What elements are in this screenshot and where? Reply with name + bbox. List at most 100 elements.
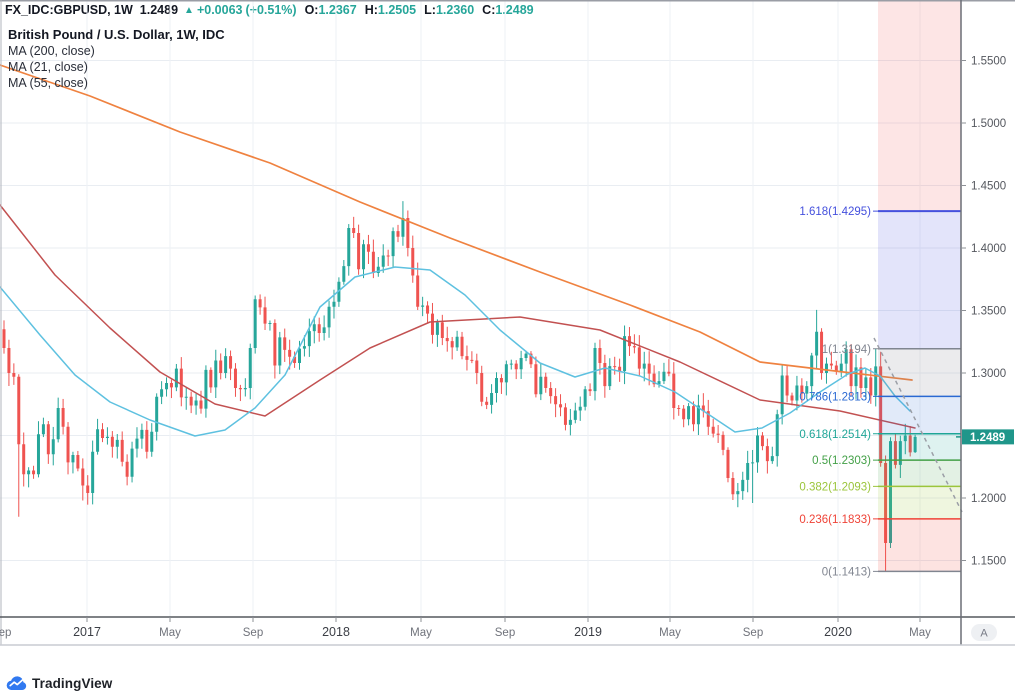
candle-body[interactable] (839, 363, 843, 372)
candle-body[interactable] (756, 435, 760, 463)
candle-body[interactable] (189, 396, 193, 406)
candle-body[interactable] (898, 441, 902, 465)
candle-body[interactable] (101, 429, 104, 438)
candle-body[interactable] (751, 462, 755, 464)
candle-body[interactable] (125, 461, 129, 477)
candle-body[interactable] (174, 368, 178, 388)
candle-body[interactable] (27, 470, 31, 475)
candle-body[interactable] (169, 383, 173, 388)
candle-body[interactable] (288, 349, 292, 357)
trendline-dashed[interactable] (873, 337, 963, 513)
candle-body[interactable] (440, 322, 444, 338)
candle-body[interactable] (559, 404, 563, 408)
candle-body[interactable] (130, 448, 134, 477)
candle-body[interactable] (849, 349, 853, 387)
candle-body[interactable] (657, 381, 661, 385)
candle-body[interactable] (184, 396, 188, 398)
candle-body[interactable] (583, 389, 587, 407)
candle-body[interactable] (805, 386, 809, 394)
candle-body[interactable] (775, 414, 779, 457)
candle-body[interactable] (692, 406, 695, 425)
candle-body[interactable] (588, 389, 592, 392)
candle-body[interactable] (401, 218, 405, 237)
candle-body[interactable] (815, 331, 819, 356)
candle-body[interactable] (746, 463, 750, 480)
candle-body[interactable] (573, 410, 577, 420)
ma-line-2[interactable] (0, 266, 911, 437)
candle-body[interactable] (529, 353, 533, 365)
candle-body[interactable] (2, 329, 6, 348)
candle-body[interactable] (726, 449, 730, 478)
candle-body[interactable] (381, 255, 385, 267)
candle-body[interactable] (327, 306, 331, 328)
candle-body[interactable] (357, 233, 361, 270)
candle-body[interactable] (864, 377, 868, 388)
candle-body[interactable] (7, 348, 11, 373)
candle-body[interactable] (844, 349, 848, 364)
candle-body[interactable] (687, 406, 691, 420)
candle-body[interactable] (307, 331, 311, 347)
candle-body[interactable] (480, 373, 484, 402)
candle-body[interactable] (362, 244, 366, 270)
candle-body[interactable] (32, 470, 36, 475)
candle-body[interactable] (893, 441, 897, 465)
candle-body[interactable] (519, 358, 523, 370)
candle-body[interactable] (800, 385, 804, 394)
candle-body[interactable] (105, 436, 109, 438)
candle-body[interactable] (509, 363, 513, 365)
candle-body[interactable] (632, 346, 636, 348)
candle-body[interactable] (322, 327, 326, 333)
candle-body[interactable] (36, 434, 40, 475)
candle-body[interactable] (140, 429, 144, 439)
candle-body[interactable] (790, 395, 794, 401)
candle-body[interactable] (470, 359, 474, 361)
candle-body[interactable] (460, 336, 464, 357)
candle-body[interactable] (534, 364, 538, 395)
candle-body[interactable] (795, 385, 799, 401)
candle-body[interactable] (76, 455, 80, 469)
candle-body[interactable] (298, 348, 301, 363)
candle-body[interactable] (150, 431, 154, 452)
candle-body[interactable] (396, 231, 400, 237)
candle-body[interactable] (889, 441, 892, 543)
candle-body[interactable] (219, 360, 223, 374)
candle-body[interactable] (544, 376, 548, 388)
candle-body[interactable] (613, 366, 617, 368)
candle-body[interactable] (618, 366, 622, 372)
candle-body[interactable] (86, 485, 90, 494)
candle-body[interactable] (785, 375, 789, 396)
candle-body[interactable] (780, 375, 784, 415)
candle-body[interactable] (554, 396, 558, 405)
candle-body[interactable] (711, 426, 715, 434)
candle-body[interactable] (278, 337, 282, 366)
candle-body[interactable] (317, 324, 321, 333)
time-axis[interactable]: ep 2017 May Sep 2018 May Sep 2019 May Sep 2020 May (0, 617, 931, 639)
candle-body[interactable] (243, 388, 247, 390)
price-axis[interactable]: 1.5500 1.5000 1.4500 1.4000 1.3500 1.3000 1.20… (961, 56, 1006, 568)
candle-body[interactable] (549, 388, 553, 397)
candle-body[interactable] (490, 393, 494, 405)
candle-body[interactable] (504, 364, 508, 383)
candle-body[interactable] (736, 491, 740, 495)
candle-body[interactable] (411, 248, 415, 276)
candle-body[interactable] (593, 348, 597, 392)
candle-body[interactable] (179, 368, 183, 398)
chart-plot-area[interactable] (1, 1, 961, 617)
candle-body[interactable] (224, 356, 228, 373)
candle-body[interactable] (347, 228, 351, 267)
candle-body[interactable] (731, 478, 735, 495)
candle-body[interactable] (908, 435, 912, 453)
candle-body[interactable] (145, 429, 149, 452)
candle-body[interactable] (810, 355, 814, 387)
candle-body[interactable] (17, 376, 21, 445)
candle-body[interactable] (248, 348, 252, 388)
candle-body[interactable] (874, 366, 878, 396)
candle-body[interactable] (770, 456, 774, 462)
candle-body[interactable] (421, 305, 425, 307)
candle-body[interactable] (884, 463, 888, 543)
candle-body[interactable] (637, 347, 641, 369)
candle-body[interactable] (283, 337, 287, 350)
candle-body[interactable] (194, 400, 198, 406)
candle-body[interactable] (386, 255, 390, 257)
candle-body[interactable] (199, 400, 203, 409)
